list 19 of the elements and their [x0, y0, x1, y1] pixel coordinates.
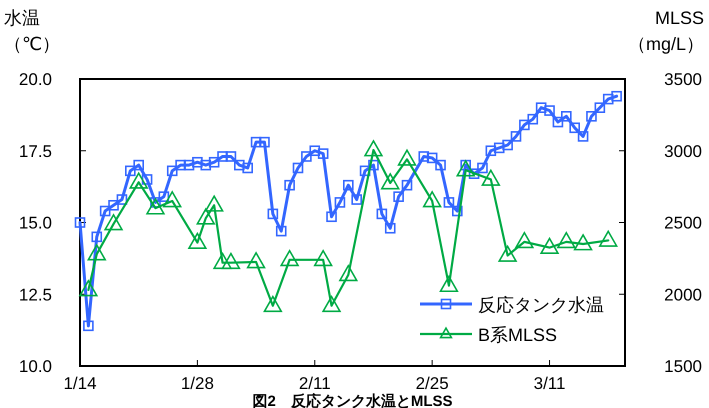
y2-tick-label: 2500 — [664, 214, 702, 232]
y2-tick-label: 3500 — [664, 70, 702, 89]
x-tick-label: 2/11 — [298, 374, 331, 393]
x-tick-label: 1/28 — [180, 374, 214, 393]
y-tick-label: 15.0 — [18, 214, 52, 232]
y2-tick-label: 3000 — [664, 142, 702, 161]
y2-tick-label: 2000 — [664, 285, 702, 304]
x-tick-label: 3/11 — [534, 374, 566, 393]
legend-label: 反応タンク水温 — [478, 295, 604, 315]
legend-label: B系MLSS — [478, 325, 558, 345]
y-tick-label: 12.5 — [18, 285, 52, 304]
axis-title: 水温（℃） — [4, 8, 60, 54]
y-tick-label: 20.0 — [18, 70, 52, 89]
x-tick-label: 2/25 — [416, 374, 449, 393]
axis-title: MLSS（mg/L） — [628, 8, 704, 54]
y-tick-label: 17.5 — [18, 142, 52, 161]
y2-tick-label: 1500 — [664, 357, 702, 376]
y-tick-label: 10.0 — [18, 357, 52, 376]
x-tick-label: 1/14 — [63, 374, 97, 393]
